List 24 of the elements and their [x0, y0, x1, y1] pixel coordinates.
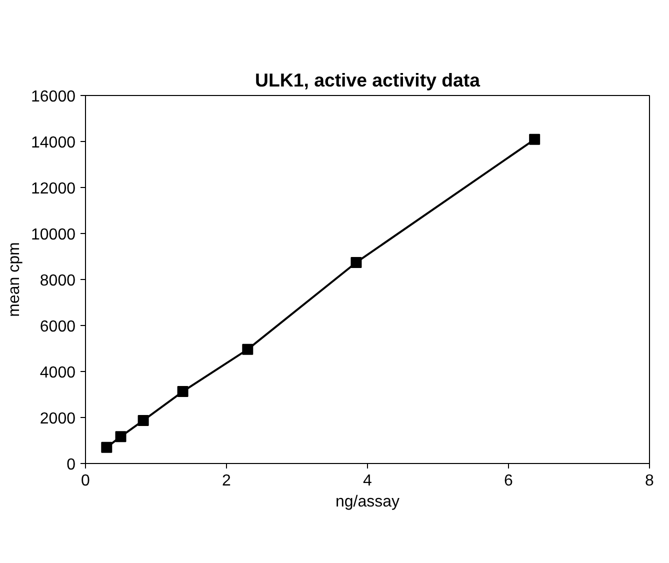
chart-title: ULK1, active activity data [255, 70, 481, 90]
point [177, 386, 188, 398]
y-tick-label: 0 [66, 456, 76, 474]
y-tick-label: 12000 [31, 180, 76, 198]
x-tick-label: 2 [222, 472, 232, 490]
y-tick-label: 8000 [40, 272, 76, 290]
point [242, 344, 254, 355]
y-tick-label: 10000 [31, 226, 76, 244]
y-axis-title: mean cpm [6, 242, 24, 317]
point [529, 134, 540, 145]
x-tick-label: 0 [81, 472, 90, 490]
x-tick-label: 6 [504, 472, 514, 490]
point [350, 256, 362, 268]
y-tick-label: 16000 [31, 88, 76, 106]
x-tick-label: 4 [363, 472, 372, 490]
y-tick-label: 6000 [40, 318, 76, 336]
y-tick-label: 2000 [40, 410, 76, 428]
x-tick-label: 8 [645, 472, 654, 490]
point [115, 431, 126, 442]
x-axis-title: ng/assay [335, 494, 400, 510]
point [101, 442, 112, 453]
y-tick-label: 4000 [40, 364, 76, 382]
y-tick-label: 14000 [31, 134, 76, 152]
point [138, 414, 149, 426]
